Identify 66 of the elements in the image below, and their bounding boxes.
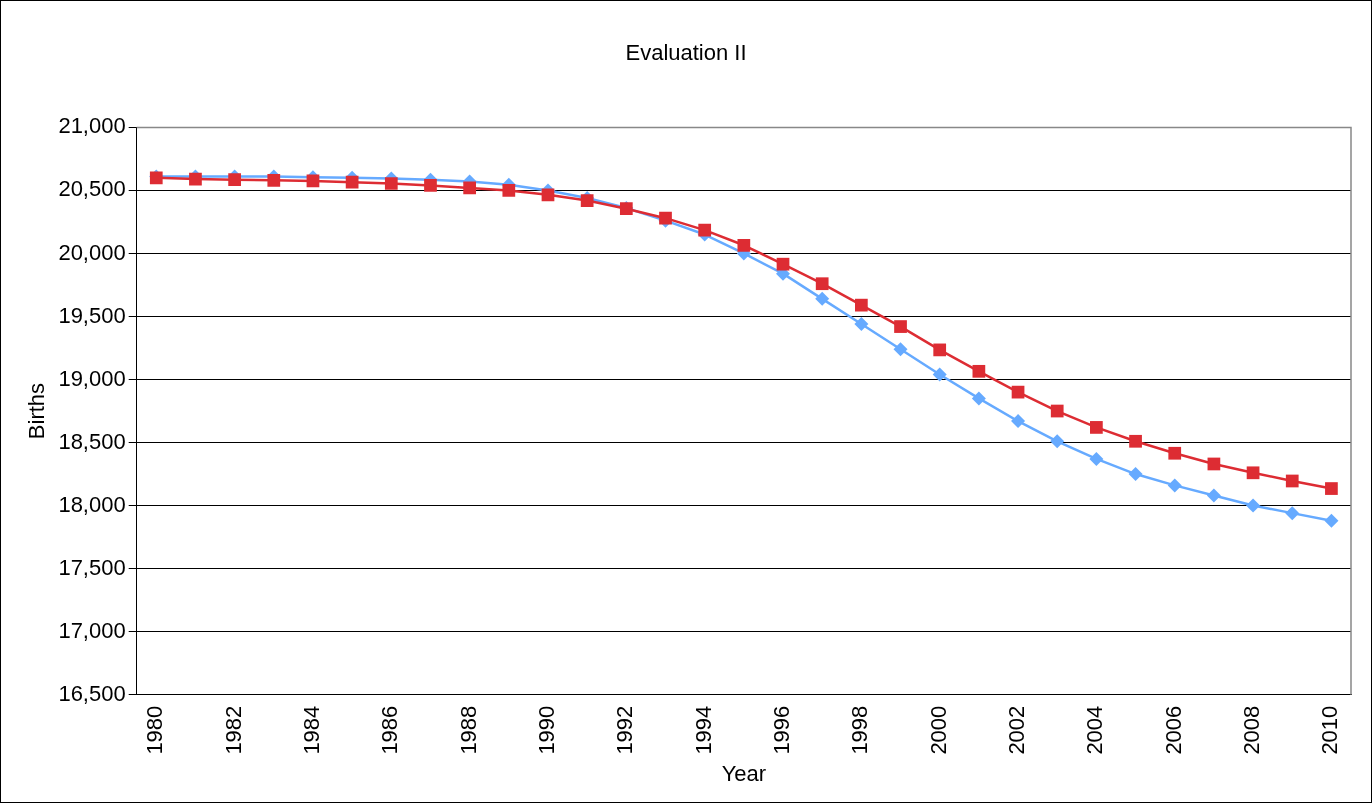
y-tick-label: 17,000 (58, 617, 126, 643)
point (855, 298, 868, 312)
point (1011, 414, 1026, 429)
point (1325, 482, 1338, 495)
point (776, 257, 790, 271)
point (933, 343, 947, 357)
y-tick-label: 16,500 (58, 680, 126, 706)
y-tick-label: 19,500 (58, 302, 126, 328)
x-tick-label: 2000 (925, 705, 951, 755)
point (267, 173, 281, 187)
x-tick-label: 1984 (299, 705, 325, 755)
point (1090, 421, 1103, 434)
point (1168, 446, 1182, 460)
point (345, 175, 359, 189)
x-tick-label: 2006 (1160, 705, 1186, 755)
point (1050, 404, 1064, 418)
point (1128, 467, 1143, 482)
point (893, 342, 908, 357)
x-tick-label: 1998 (847, 705, 873, 755)
point (1246, 498, 1261, 513)
point (971, 391, 986, 406)
x-tick-label: 1982 (220, 705, 246, 755)
x-tick-label: 2004 (1082, 705, 1108, 755)
point (1129, 434, 1142, 448)
point (1206, 488, 1221, 503)
x-tick-label: 1990 (534, 705, 560, 755)
y-tick-label: 20,500 (58, 176, 126, 202)
point (541, 188, 555, 202)
point (894, 320, 907, 333)
y-tick-label: 21,000 (58, 113, 126, 139)
x-tick-label: 2010 (1317, 705, 1343, 755)
x-axis-title: Year (721, 760, 767, 786)
point (854, 317, 869, 332)
point (815, 277, 829, 291)
y-tick-label: 17,500 (58, 554, 126, 580)
point (1285, 474, 1299, 488)
x-tick-label: 1996 (769, 705, 795, 755)
x-tick-label: 1980 (142, 705, 168, 755)
x-tick-label: 1992 (612, 705, 638, 755)
x-tick-label: 2002 (1004, 705, 1030, 755)
y-tick-label: 18,500 (58, 428, 126, 454)
chart-title: Evaluation II (625, 40, 747, 66)
y-axis-title: Births (24, 382, 50, 440)
point (737, 238, 751, 252)
point (815, 291, 830, 306)
point (1050, 434, 1065, 449)
point (502, 184, 516, 197)
point (1324, 513, 1339, 528)
point (698, 223, 712, 237)
point (424, 179, 437, 192)
point (463, 181, 477, 195)
y-tick-label: 18,000 (58, 491, 126, 517)
x-tick-label: 1994 (690, 705, 716, 755)
x-tick-label: 2008 (1239, 705, 1265, 755)
y-tick-label: 20,000 (58, 239, 126, 265)
point (1285, 506, 1300, 521)
y-tick-label: 19,000 (58, 365, 126, 391)
x-tick-label: 1988 (455, 705, 481, 755)
point (1089, 451, 1104, 466)
point (228, 173, 241, 187)
point (1246, 466, 1260, 480)
x-tick-label: 1986 (377, 705, 403, 755)
point (1167, 478, 1182, 493)
point (932, 367, 947, 382)
point (972, 364, 986, 378)
point (384, 177, 398, 190)
